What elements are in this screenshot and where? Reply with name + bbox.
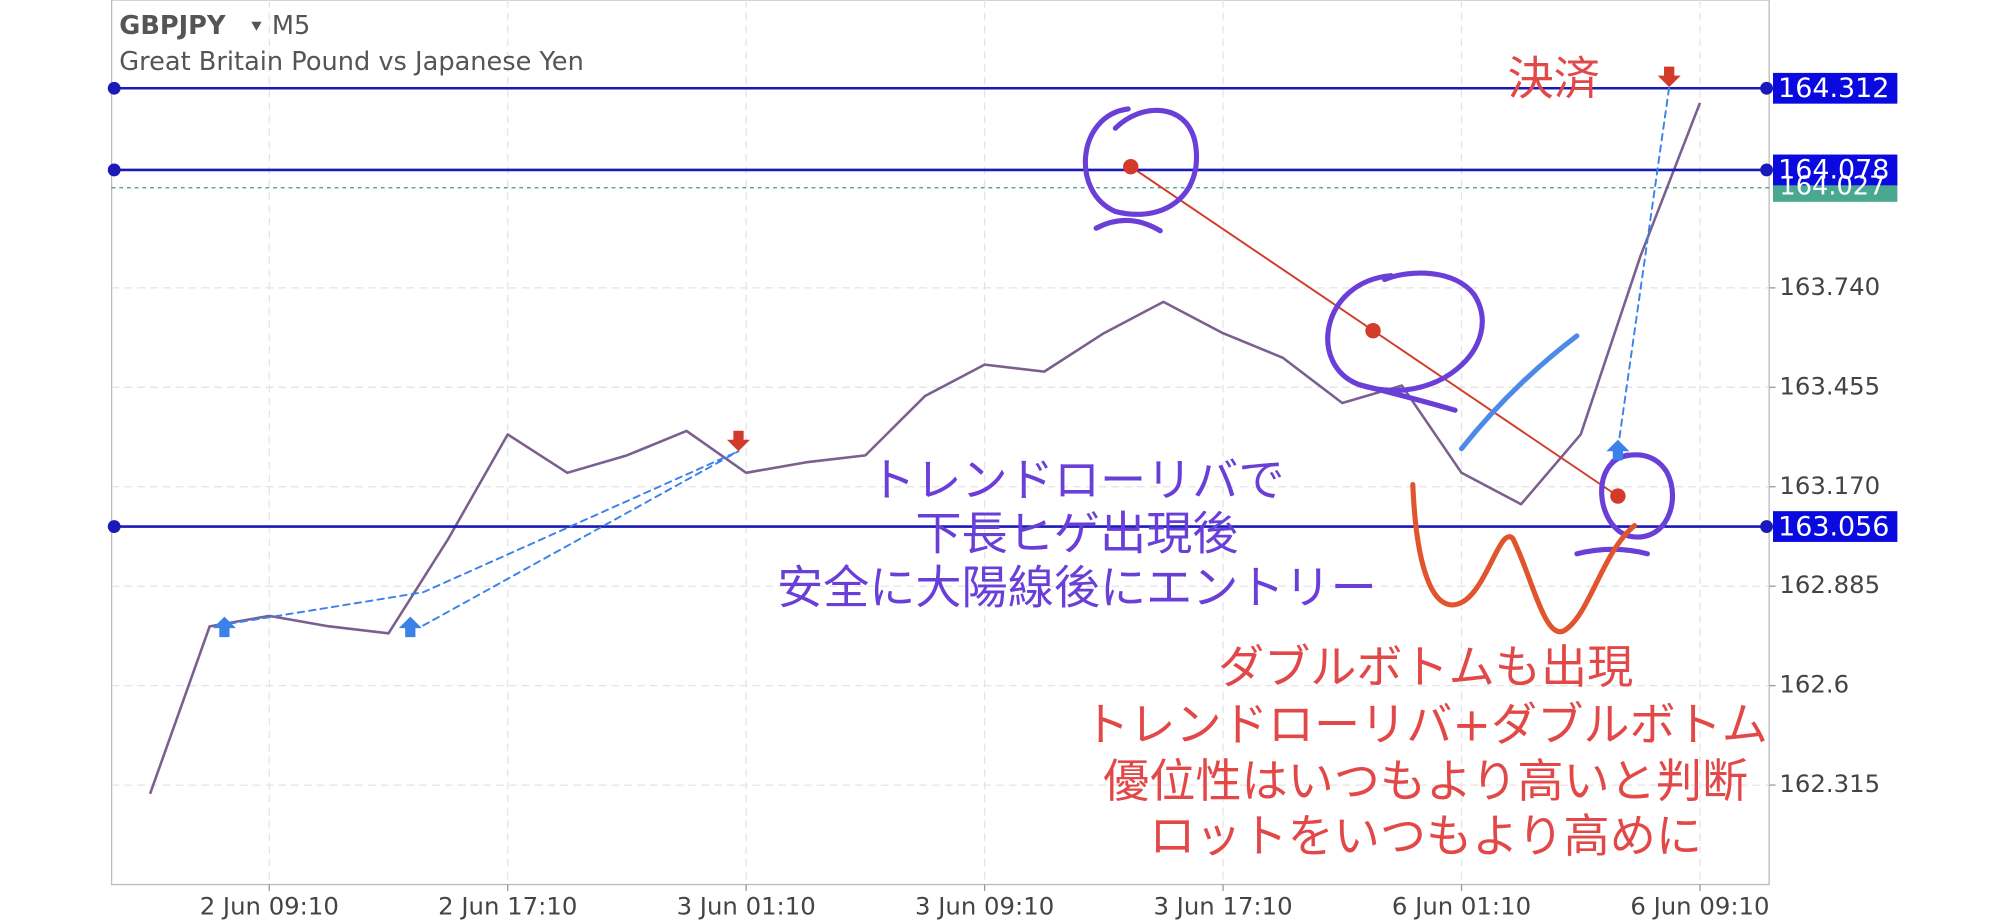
level-label: 163.056 — [1778, 511, 1889, 542]
annotation: 下長ヒゲ出現後 — [915, 507, 1238, 561]
level-handle — [1760, 81, 1774, 95]
y-tick-label: 163.455 — [1779, 371, 1880, 400]
marks: 164.312 164.078 163.056 — [107, 72, 1898, 795]
anchor-dot — [1123, 158, 1139, 175]
y-tick-label: 162.885 — [1779, 570, 1880, 599]
level-tag — [1773, 154, 1898, 186]
y-tick-label: 162.315 — [1779, 769, 1880, 798]
annotation: ロットをいつもより高めに — [1149, 809, 1702, 863]
buy-arrow — [398, 616, 422, 638]
level-tag — [1773, 511, 1898, 542]
level-tag — [1773, 72, 1898, 104]
plot-frame — [110, 0, 1770, 886]
symbol: GBPJPY — [119, 11, 226, 41]
y-tick-label: 162.6 — [1779, 670, 1849, 699]
y-tick-label: 163.170 — [1779, 471, 1880, 500]
annotation: ダブルボトムも出現 — [1218, 640, 1633, 694]
level-handle — [107, 163, 121, 177]
x-tick-label: 6 Jun 01:10 — [1392, 892, 1531, 921]
anchor-dot — [1610, 488, 1626, 504]
stroke — [1093, 217, 1163, 234]
annotation: 安全に大陽線後にエントリー — [777, 560, 1377, 614]
circle — [1599, 452, 1676, 540]
y-tick-label: 163.740 — [1779, 272, 1880, 301]
circle — [1325, 270, 1485, 393]
trade-link — [217, 86, 1671, 627]
annotation: 優位性はいつもより高いと判断 — [1103, 754, 1748, 808]
sell-arrow — [1657, 66, 1681, 88]
price-line — [148, 102, 1702, 795]
buy-arrow — [1606, 439, 1630, 461]
current-price-label: 164.027 — [1779, 172, 1885, 202]
double-bottom — [1410, 482, 1638, 635]
anchor-dot — [1365, 323, 1381, 339]
x-tick-label: 2 Jun 17:10 — [438, 892, 577, 921]
annotation: トレンドローリバで — [869, 453, 1284, 507]
sell-arrow — [726, 430, 751, 452]
x-tick-label: 3 Jun 09:10 — [915, 892, 1054, 921]
level-label: 164.078 — [1778, 155, 1889, 186]
annotation: トレンドローリバ+ダブルボトム — [1083, 698, 1768, 752]
level-label: 164.312 — [1778, 73, 1889, 104]
buy-arrow — [212, 616, 236, 638]
x-tick-label: 3 Jun 17:10 — [1153, 892, 1292, 921]
x-tick-label: 6 Jun 09:10 — [1630, 892, 1769, 921]
x-tick-label: 3 Jun 01:10 — [677, 892, 816, 921]
x-tick-label: 2 Jun 09:10 — [200, 892, 339, 921]
stroke — [1458, 333, 1580, 452]
circle — [1082, 106, 1199, 217]
annotation: 決済 — [1508, 52, 1600, 106]
level-handle — [1760, 163, 1774, 177]
drawings — [212, 66, 1681, 638]
subtitle: Great Britain Pound vs Japanese Yen — [119, 47, 584, 77]
level-handle — [107, 520, 121, 533]
level-handle — [107, 81, 121, 95]
stroke — [1356, 382, 1458, 413]
timeframe: M5 — [272, 11, 310, 41]
dropdown-icon[interactable] — [251, 21, 262, 31]
level-handle — [1760, 520, 1774, 533]
